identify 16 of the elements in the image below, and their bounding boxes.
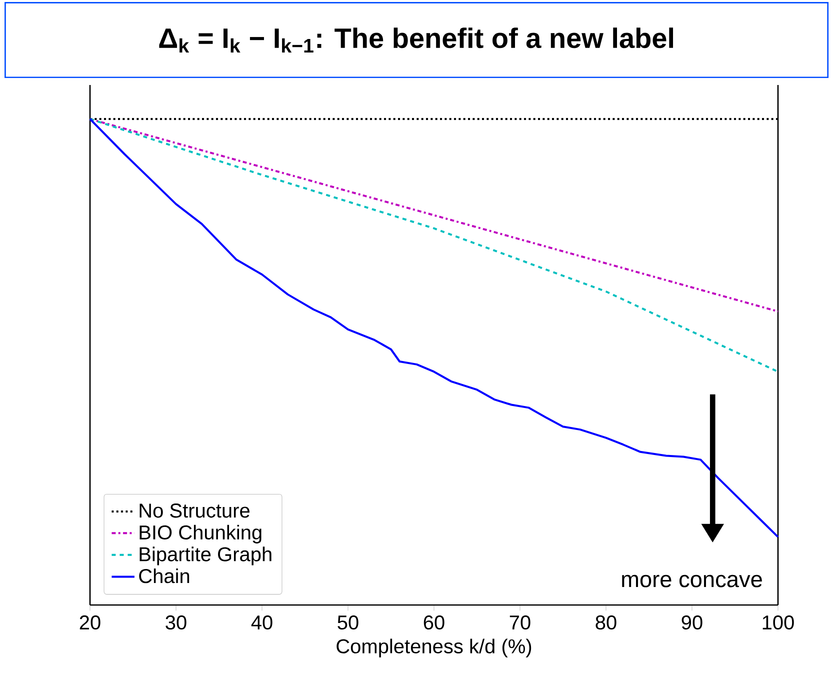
legend-label: No Structure xyxy=(140,504,250,518)
x-tick-label: 90 xyxy=(682,615,702,630)
annotation: more concave xyxy=(622,574,762,588)
legend-label: Chain xyxy=(139,568,190,584)
legend-label: BIO Chunking xyxy=(140,524,262,544)
x-tick-label: 30 xyxy=(166,615,186,630)
x-tick-label: 50 xyxy=(338,615,358,630)
x-tick-label: 100 xyxy=(762,615,794,630)
x-tick-label: 80 xyxy=(596,615,616,630)
legend-label: Bipartite Graph xyxy=(140,546,272,566)
x-tick-label: 20 xyxy=(80,615,100,630)
x-tick-label: 40 xyxy=(251,615,272,630)
chart-title: Δ$_{k}$ = I$_{k}$ − I$_{k−1}$: The benefit of a new label xyxy=(159,28,674,53)
x-axis-title: Completeness k/d (%) xyxy=(336,638,532,658)
x-tick-label: 70 xyxy=(510,615,530,630)
x-tick-label: 60 xyxy=(424,615,444,630)
